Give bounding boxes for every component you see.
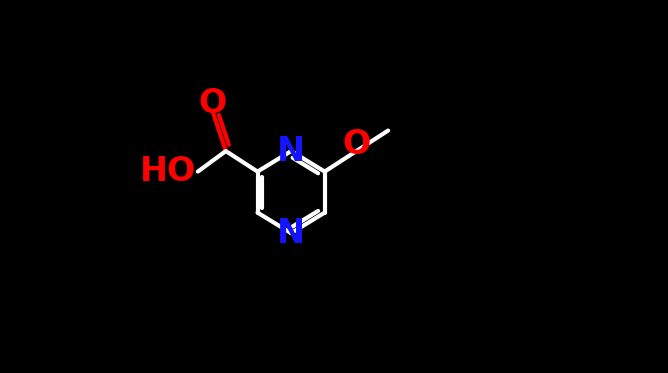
Text: HO: HO — [140, 155, 196, 188]
Text: O: O — [342, 128, 371, 161]
Text: N: N — [277, 217, 305, 250]
Text: O: O — [198, 87, 227, 120]
Text: N: N — [277, 135, 305, 167]
